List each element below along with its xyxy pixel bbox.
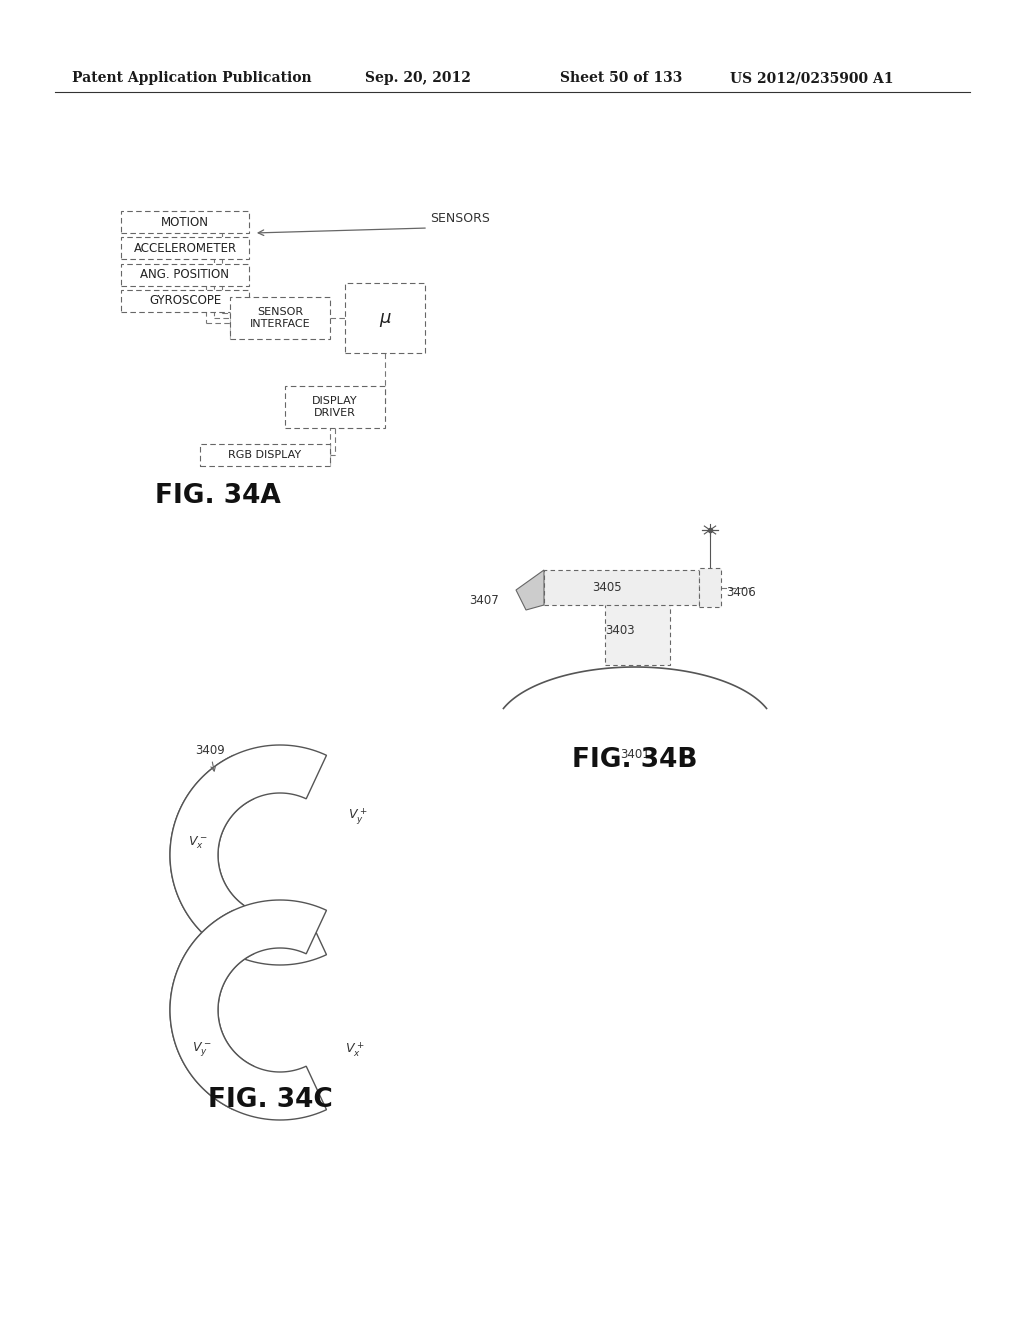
Text: GYROSCOPE: GYROSCOPE — [148, 294, 221, 308]
Polygon shape — [516, 570, 544, 610]
Text: $V_y^-$: $V_y^-$ — [193, 1040, 212, 1059]
FancyBboxPatch shape — [121, 264, 249, 286]
Polygon shape — [170, 900, 327, 1119]
Text: 3405: 3405 — [592, 581, 622, 594]
Polygon shape — [170, 755, 254, 954]
FancyBboxPatch shape — [605, 598, 670, 665]
Text: US 2012/0235900 A1: US 2012/0235900 A1 — [730, 71, 894, 84]
Text: 3406: 3406 — [726, 586, 756, 599]
FancyBboxPatch shape — [230, 297, 330, 339]
Text: FIG. 34B: FIG. 34B — [572, 747, 697, 774]
Text: 3401: 3401 — [621, 748, 650, 762]
Text: $V_y^+$: $V_y^+$ — [348, 807, 368, 828]
Text: Sheet 50 of 133: Sheet 50 of 133 — [560, 71, 682, 84]
Text: Sep. 20, 2012: Sep. 20, 2012 — [365, 71, 471, 84]
Text: 3409: 3409 — [195, 743, 224, 771]
FancyBboxPatch shape — [200, 444, 330, 466]
FancyBboxPatch shape — [699, 568, 721, 607]
FancyBboxPatch shape — [121, 211, 249, 234]
Text: SENSORS: SENSORS — [430, 211, 489, 224]
Text: $V_x^-$: $V_x^-$ — [188, 834, 208, 851]
Text: SENSOR
INTERFACE: SENSOR INTERFACE — [250, 308, 310, 329]
Text: DISPLAY
DRIVER: DISPLAY DRIVER — [312, 396, 357, 418]
Polygon shape — [170, 911, 254, 1110]
Text: $V_x^+$: $V_x^+$ — [345, 1040, 365, 1060]
Polygon shape — [170, 744, 327, 965]
Text: 3407: 3407 — [469, 594, 499, 606]
Text: Patent Application Publication: Patent Application Publication — [72, 71, 311, 84]
Text: μ: μ — [379, 309, 391, 327]
Text: FIG. 34A: FIG. 34A — [155, 483, 281, 510]
Text: ACCELEROMETER: ACCELEROMETER — [133, 242, 237, 255]
FancyBboxPatch shape — [345, 282, 425, 352]
Text: RGB DISPLAY: RGB DISPLAY — [228, 450, 301, 459]
FancyBboxPatch shape — [121, 238, 249, 259]
Text: FIG. 34C: FIG. 34C — [208, 1086, 333, 1113]
FancyBboxPatch shape — [121, 290, 249, 312]
FancyBboxPatch shape — [544, 570, 699, 605]
Text: 3403: 3403 — [605, 623, 635, 636]
FancyBboxPatch shape — [285, 385, 385, 428]
Text: MOTION: MOTION — [161, 215, 209, 228]
Text: ANG. POSITION: ANG. POSITION — [140, 268, 229, 281]
